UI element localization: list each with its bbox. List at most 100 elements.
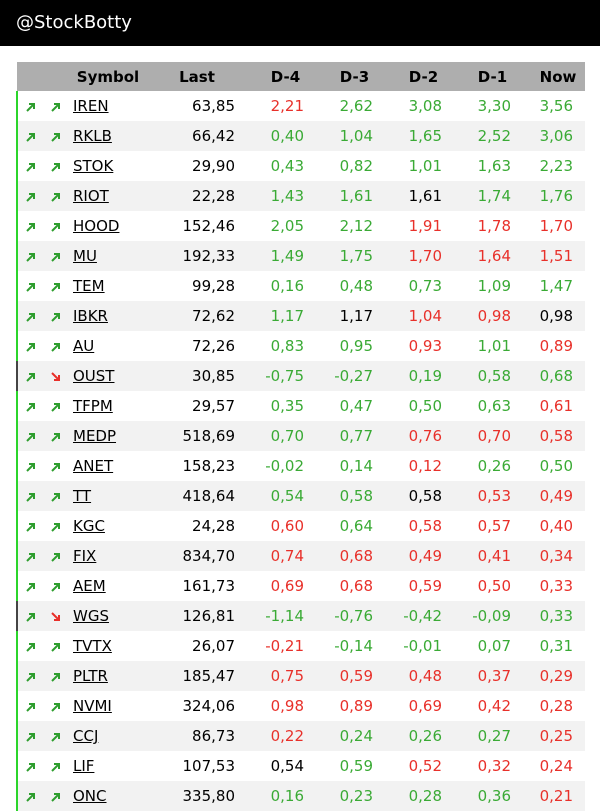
value-d4: 0,98: [247, 691, 316, 721]
trend-up-icon: [43, 541, 69, 571]
symbol-link[interactable]: WGS: [73, 607, 109, 625]
value-d1: 1,63: [454, 151, 523, 181]
symbol-link[interactable]: FIX: [73, 547, 97, 565]
table-row[interactable]: TT 418,64 0,54 0,58 0,58 0,53 0,49: [16, 481, 585, 511]
table-row[interactable]: HOOD 152,46 2,05 2,12 1,91 1,78 1,70: [16, 211, 585, 241]
value-now: 2,23: [523, 151, 585, 181]
value-d1: 0,63: [454, 391, 523, 421]
symbol-link[interactable]: IREN: [73, 97, 109, 115]
symbol-link[interactable]: OUST: [73, 367, 115, 385]
table-row[interactable]: ANET 158,23 -0,02 0,14 0,12 0,26 0,50: [16, 451, 585, 481]
table-body: IREN 63,85 2,21 2,62 3,08 3,30 3,56 RKLB 66,42 0,…: [16, 91, 585, 811]
value-d3: 0,77: [316, 421, 385, 451]
trend-up-icon: [43, 781, 69, 811]
table-row[interactable]: STOK 29,90 0,43 0,82 1,01 1,63 2,23: [16, 151, 585, 181]
symbol-link[interactable]: AEM: [73, 577, 106, 595]
value-d1: 0,07: [454, 631, 523, 661]
symbol-link[interactable]: MU: [73, 247, 97, 265]
value-d4: 0,43: [247, 151, 316, 181]
symbol-link[interactable]: TVTX: [73, 637, 112, 655]
header-d1[interactable]: D-1: [454, 62, 523, 91]
table-row[interactable]: ONC 335,80 0,16 0,23 0,28 0,36 0,21: [16, 781, 585, 811]
value-d4: 2,05: [247, 211, 316, 241]
trend-up-icon: [16, 571, 43, 601]
table-row[interactable]: CCJ 86,73 0,22 0,24 0,26 0,27 0,25: [16, 721, 585, 751]
table-row[interactable]: NVMI 324,06 0,98 0,89 0,69 0,42 0,28: [16, 691, 585, 721]
value-d4: 1,49: [247, 241, 316, 271]
value-d4: 0,16: [247, 271, 316, 301]
last-price: 161,73: [147, 571, 247, 601]
table-row[interactable]: LIF 107,53 0,54 0,59 0,52 0,32 0,24: [16, 751, 585, 781]
table-row[interactable]: RIOT 22,28 1,43 1,61 1,61 1,74 1,76: [16, 181, 585, 211]
last-price: 834,70: [147, 541, 247, 571]
value-d4: 0,40: [247, 121, 316, 151]
symbol-link[interactable]: RKLB: [73, 127, 112, 145]
symbol-link[interactable]: AU: [73, 337, 95, 355]
header-d4[interactable]: D-4: [247, 62, 316, 91]
last-price: 418,64: [147, 481, 247, 511]
table-row[interactable]: MU 192,33 1,49 1,75 1,70 1,64 1,51: [16, 241, 585, 271]
table-row[interactable]: KGC 24,28 0,60 0,64 0,58 0,57 0,40: [16, 511, 585, 541]
symbol-link[interactable]: CCJ: [73, 727, 99, 745]
header-now[interactable]: Now: [523, 62, 585, 91]
value-d1: 0,32: [454, 751, 523, 781]
table-row[interactable]: IREN 63,85 2,21 2,62 3,08 3,30 3,56: [16, 91, 585, 121]
table-row[interactable]: FIX 834,70 0,74 0,68 0,49 0,41 0,34: [16, 541, 585, 571]
trend-up-icon: [16, 601, 43, 631]
symbol-link[interactable]: ONC: [73, 787, 107, 805]
value-d2: 0,26: [385, 721, 454, 751]
table-row[interactable]: PLTR 185,47 0,75 0,59 0,48 0,37 0,29: [16, 661, 585, 691]
symbol-link[interactable]: HOOD: [73, 217, 120, 235]
symbol-link[interactable]: NVMI: [73, 697, 112, 715]
header-symbol[interactable]: Symbol: [69, 62, 147, 91]
header-last[interactable]: Last: [147, 62, 247, 91]
last-price: 30,85: [147, 361, 247, 391]
symbol-link[interactable]: LIF: [73, 757, 95, 775]
table-row[interactable]: IBKR 72,62 1,17 1,17 1,04 0,98 0,98: [16, 301, 585, 331]
trend-up-icon: [43, 331, 69, 361]
symbol-link[interactable]: TFPM: [73, 397, 113, 415]
table-row[interactable]: MEDP 518,69 0,70 0,77 0,76 0,70 0,58: [16, 421, 585, 451]
table-row[interactable]: OUST 30,85 -0,75 -0,27 0,19 0,58 0,68: [16, 361, 585, 391]
symbol-link[interactable]: STOK: [73, 157, 114, 175]
header-d2[interactable]: D-2: [385, 62, 454, 91]
symbol-link[interactable]: RIOT: [73, 187, 109, 205]
value-d1: 0,41: [454, 541, 523, 571]
last-price: 152,46: [147, 211, 247, 241]
app-title: @StockBotty: [16, 12, 132, 33]
value-d1: -0,09: [454, 601, 523, 631]
trend-up-icon: [43, 91, 69, 121]
trend-up-icon: [43, 241, 69, 271]
trend-up-icon: [16, 421, 43, 451]
symbol-link[interactable]: KGC: [73, 517, 105, 535]
header-d3[interactable]: D-3: [316, 62, 385, 91]
trend-up-icon: [16, 361, 43, 391]
header-indicator-1: [17, 62, 43, 91]
value-d3: 0,95: [316, 331, 385, 361]
value-d3: 0,58: [316, 481, 385, 511]
symbol-link[interactable]: ANET: [73, 457, 114, 475]
value-now: 3,06: [523, 121, 585, 151]
table-row[interactable]: WGS 126,81 -1,14 -0,76 -0,42 -0,09 0,33: [16, 601, 585, 631]
value-d2: 1,65: [385, 121, 454, 151]
symbol-link[interactable]: MEDP: [73, 427, 117, 445]
table-row[interactable]: TFPM 29,57 0,35 0,47 0,50 0,63 0,61: [16, 391, 585, 421]
table-row[interactable]: TVTX 26,07 -0,21 -0,14 -0,01 0,07 0,31: [16, 631, 585, 661]
symbol-link[interactable]: IBKR: [73, 307, 108, 325]
last-price: 29,90: [147, 151, 247, 181]
symbol-link[interactable]: TEM: [73, 277, 105, 295]
value-d1: 0,57: [454, 511, 523, 541]
symbol-link[interactable]: TT: [73, 487, 92, 505]
table-row[interactable]: TEM 99,28 0,16 0,48 0,73 1,09 1,47: [16, 271, 585, 301]
trend-up-icon: [16, 751, 43, 781]
value-d2: 1,04: [385, 301, 454, 331]
trend-up-icon: [16, 451, 43, 481]
table-row[interactable]: AU 72,26 0,83 0,95 0,93 1,01 0,89: [16, 331, 585, 361]
table-row[interactable]: AEM 161,73 0,69 0,68 0,59 0,50 0,33: [16, 571, 585, 601]
value-d1: 0,42: [454, 691, 523, 721]
symbol-link[interactable]: PLTR: [73, 667, 108, 685]
trend-up-icon: [16, 181, 43, 211]
value-d3: 1,04: [316, 121, 385, 151]
table-row[interactable]: RKLB 66,42 0,40 1,04 1,65 2,52 3,06: [16, 121, 585, 151]
trend-up-icon: [16, 301, 43, 331]
